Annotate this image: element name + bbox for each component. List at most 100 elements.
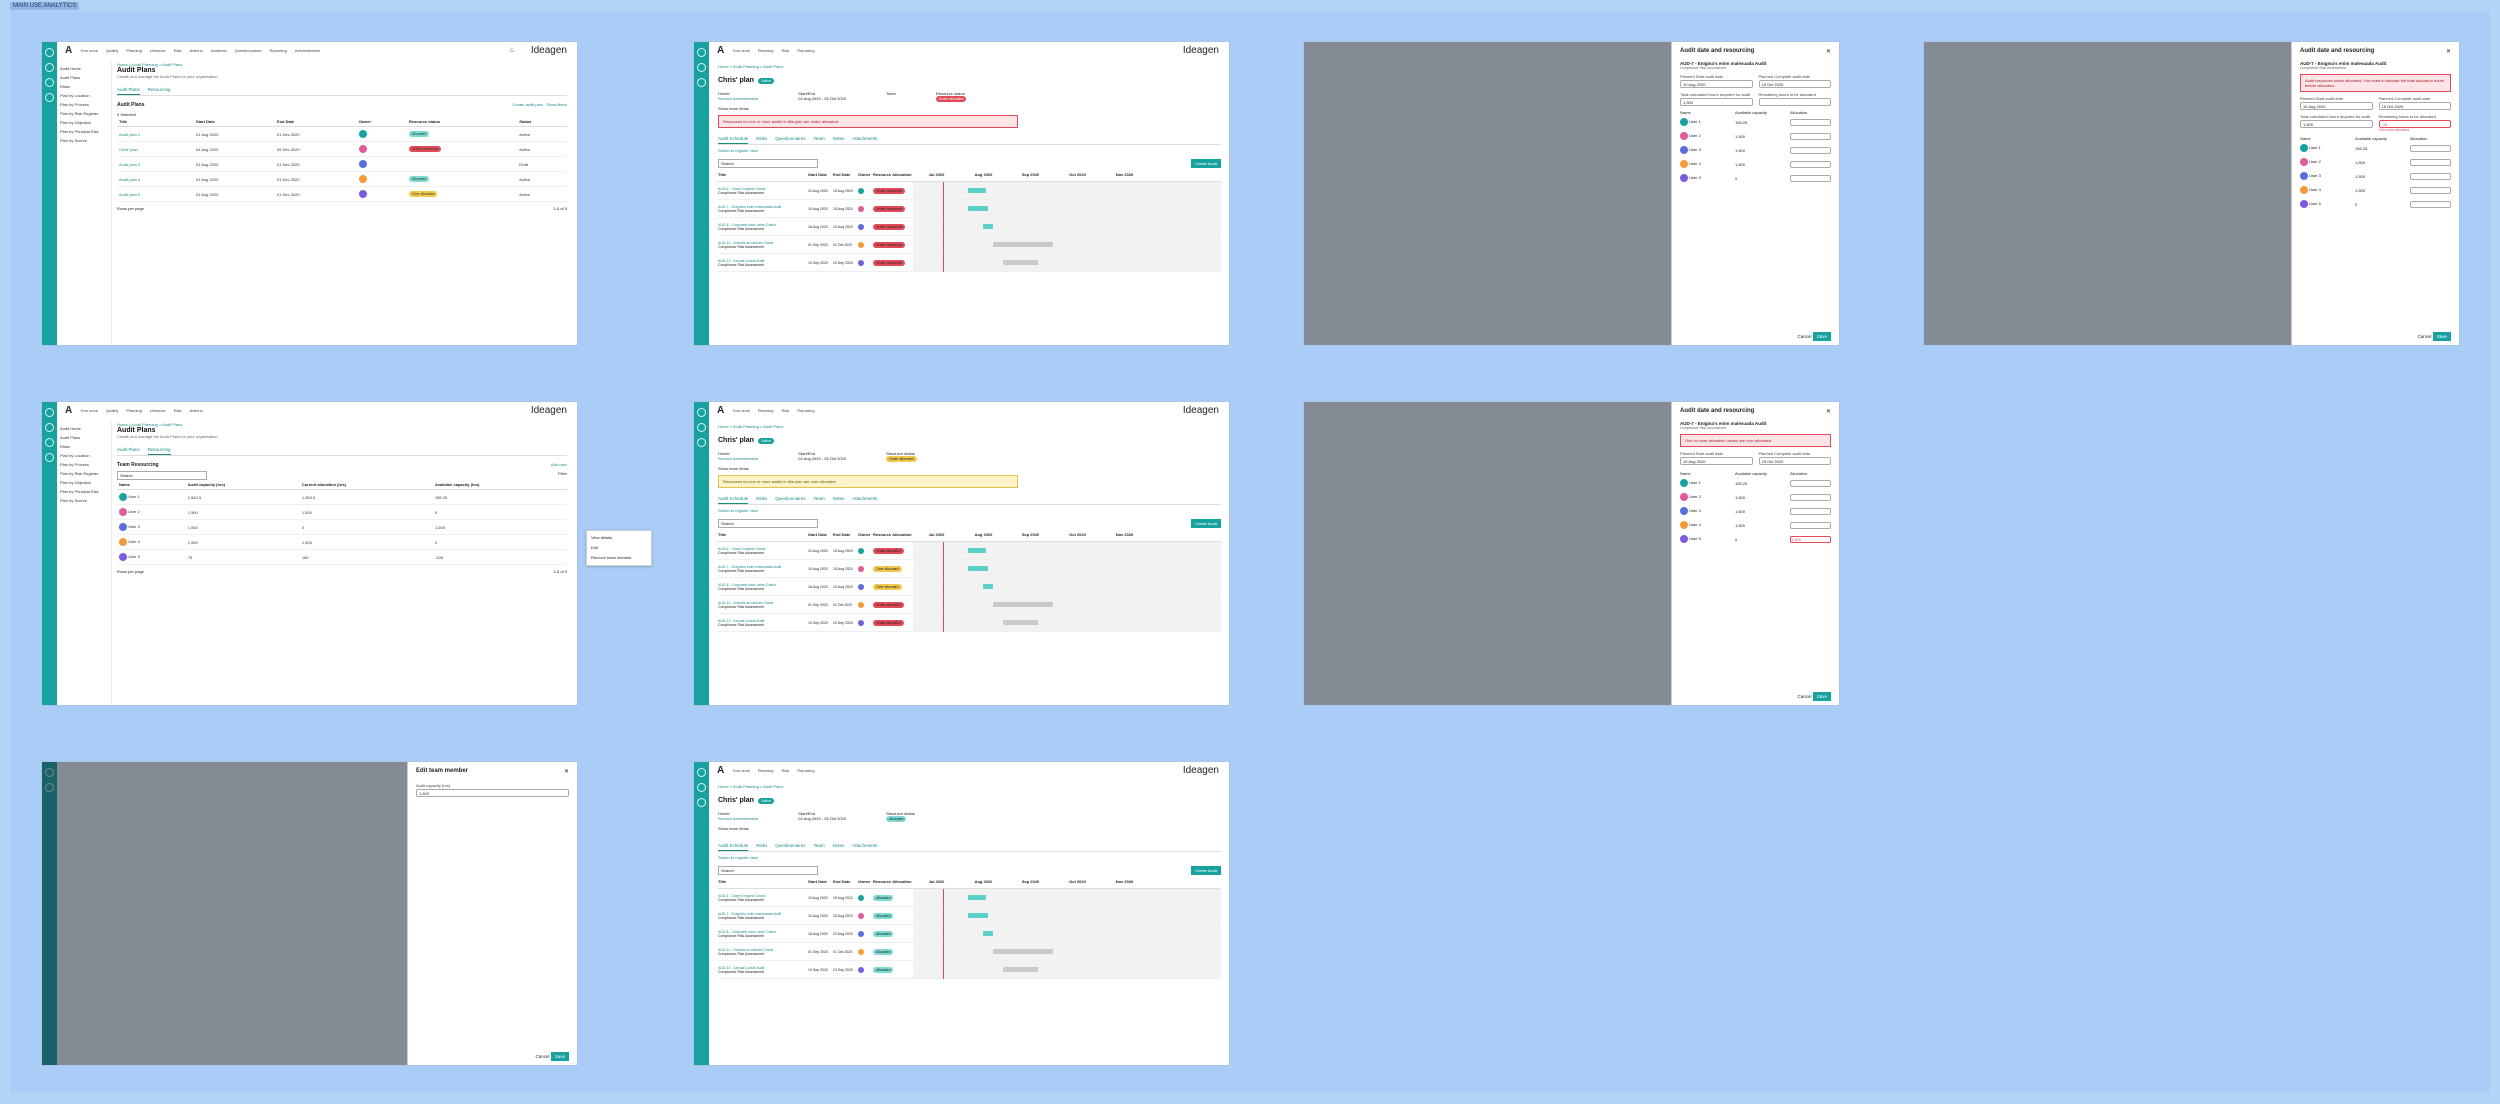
sidebar-item[interactable]: Plan by Location — [60, 453, 90, 458]
tab-questionnaires[interactable]: Questionnaires — [775, 136, 806, 141]
breadcrumb[interactable]: Home > Audit Planning > Audit Plans — [718, 64, 784, 69]
col-header[interactable]: Owner — [858, 532, 871, 537]
nav-planning[interactable]: Planning — [126, 47, 142, 53]
table-row[interactable]: Audit plan 5 01 Aug 2020 01 Dec 2020 Over a… — [117, 186, 567, 202]
audit-title[interactable]: AUD-12 - Annual Luctus Audit Compliance R… — [718, 258, 765, 267]
breadcrumb[interactable]: Home > Audit Planning > Audit Plans — [718, 784, 784, 789]
timeline-bar[interactable] — [983, 584, 993, 589]
tasks-icon[interactable] — [45, 78, 54, 87]
menu-view-details[interactable]: View details — [591, 535, 613, 540]
tab-notes[interactable]: Notes — [832, 496, 845, 501]
tab-audit-plans[interactable]: Audit Plans — [117, 85, 140, 95]
col-status[interactable]: Status — [517, 117, 567, 127]
add-user-button[interactable]: Add user — [550, 462, 567, 467]
audit-row[interactable]: AUD-6 - Clare's Inspect Check Compliance … — [718, 889, 1221, 907]
plan-title-link[interactable]: Chris' plan — [117, 141, 194, 157]
close-icon[interactable]: ✕ — [563, 769, 569, 775]
timeline-bar[interactable] — [993, 949, 1053, 954]
chart-icon[interactable] — [45, 453, 54, 462]
audit-title[interactable]: AUD-8 - Corporate iusto, enim Check Compl… — [718, 222, 776, 231]
nav-your-work[interactable]: Your work — [732, 47, 750, 53]
audit-icon[interactable] — [45, 63, 54, 72]
tasks-icon[interactable] — [45, 438, 54, 447]
col-header[interactable]: Title — [718, 879, 727, 884]
col-header[interactable]: End Date — [833, 532, 851, 537]
app-logo-icon[interactable]: A — [717, 764, 725, 776]
sidebar-item[interactable]: Plan by Objective — [60, 120, 92, 125]
breadcrumb[interactable]: Home > Audit Planning > Audit Plans — [117, 422, 183, 427]
cancel-button[interactable]: Cancel — [1797, 694, 1812, 699]
col-header[interactable]: Start Date — [808, 879, 827, 884]
search-input[interactable]: Search — [718, 159, 818, 168]
switch-view-link[interactable]: Switch to register view — [718, 148, 758, 153]
table-row[interactable]: User 4 1,500 1,500 0 — [117, 534, 567, 550]
save-button[interactable]: Save — [550, 1052, 569, 1061]
tab-notes[interactable]: Notes — [832, 136, 845, 141]
show-more-fields[interactable]: Show more fields — [718, 106, 749, 111]
tab-questionnaires[interactable]: Questionnaires — [775, 496, 806, 501]
sidebar-item[interactable]: Plan by Process — [60, 102, 89, 107]
nav-reporting[interactable]: Reporting — [797, 47, 815, 53]
tab-questionnaires[interactable]: Questionnaires — [775, 843, 806, 848]
bell-icon[interactable]: ♨ — [508, 47, 515, 54]
nav-risk[interactable]: Risk — [781, 47, 790, 53]
col-end[interactable]: End Date — [274, 117, 357, 127]
app-logo-icon[interactable]: A — [65, 44, 73, 56]
allocation-input[interactable] — [1790, 160, 1831, 168]
sidebar-item[interactable]: Plan by Scores — [60, 138, 87, 143]
search-input[interactable]: Search — [718, 519, 818, 528]
search-input[interactable]: Search — [718, 866, 818, 875]
breadcrumb[interactable]: Home > Audit Planning > Audit Plans — [117, 62, 183, 67]
audit-title[interactable]: AUD-7 - Enigma's enim malesuada Audit Com… — [718, 564, 782, 573]
tab-resourcing[interactable]: Resourcing — [147, 87, 171, 92]
timeline-bar[interactable] — [1003, 967, 1038, 972]
audit-title[interactable]: AUD-8 - Corporate iusto, enim Check Compl… — [718, 582, 776, 591]
sidebar-item[interactable]: Audit Home — [60, 426, 81, 431]
nav-reporting[interactable]: Reporting — [797, 407, 815, 413]
tab-audit-schedule[interactable]: Audit Schedule — [718, 134, 749, 144]
table-row[interactable]: Audit plan 4 01 Aug 2020 01 Dec 2020 Alloca… — [117, 171, 567, 187]
home-icon[interactable] — [45, 408, 54, 417]
col-title[interactable]: Title — [117, 117, 194, 127]
save-button[interactable]: Save — [1812, 692, 1831, 701]
allocation-input[interactable] — [1790, 521, 1831, 529]
tab-audit-schedule[interactable]: Audit Schedule — [718, 841, 749, 851]
nav-planning[interactable]: Planning — [757, 767, 774, 773]
table-row[interactable]: User 1 1,543.5 1,363.5 155.25 — [117, 489, 567, 505]
allocation-input[interactable] — [1790, 479, 1831, 487]
nav-planning[interactable]: Planning — [126, 407, 142, 413]
col-header[interactable]: Owner — [858, 172, 871, 177]
audit-row[interactable]: AUD-6 - Clare's Inspect Check Compliance … — [718, 182, 1221, 200]
audit-row[interactable]: AUD-12 - Annual Luctus Audit Compliance R… — [718, 961, 1221, 979]
cancel-button[interactable]: Cancel — [1797, 334, 1812, 339]
sidebar-item[interactable]: Plan by Location — [60, 93, 90, 98]
nav-planning[interactable]: Planning — [757, 47, 774, 53]
sidebar-item[interactable]: Plan by Scores — [60, 498, 87, 503]
timeline-bar[interactable] — [968, 566, 988, 571]
timeline-bar[interactable] — [1003, 620, 1038, 625]
create-audit-button[interactable]: Create Audit — [1190, 159, 1221, 168]
sidebar-item[interactable]: Risks — [60, 444, 70, 449]
sidebar-item[interactable]: Plan by Process — [60, 462, 89, 467]
sidebar-item[interactable]: Audit Plans — [60, 75, 81, 80]
tab-team[interactable]: Team — [813, 136, 825, 141]
tab-resourcing[interactable]: Resourcing — [147, 445, 171, 455]
end-date-input[interactable]: 15 Oct 2020 — [1758, 80, 1831, 88]
table-row[interactable]: Chris' plan 04 Aug 2020 05 Dec 2020 Under r… — [117, 141, 567, 157]
col-header[interactable]: Start Date — [808, 532, 827, 537]
table-row[interactable]: User 5 75 180 -105 — [117, 549, 567, 565]
nav-reporting[interactable]: Reporting — [797, 767, 815, 773]
col-header[interactable]: Resource Allocation — [873, 879, 912, 884]
audit-icon[interactable] — [45, 423, 54, 432]
save-button[interactable]: Save — [1812, 332, 1831, 341]
create-audit-plan-button[interactable]: Create audit plan — [512, 102, 543, 107]
nav-your-work[interactable]: Your work — [80, 407, 98, 413]
timeline-bar[interactable] — [968, 206, 988, 211]
close-icon[interactable]: ✕ — [1825, 49, 1831, 55]
audit-row[interactable]: AUD-11 - Grandis an ultrices Check Compli… — [718, 596, 1221, 614]
show-more-fields[interactable]: Show more fields — [718, 466, 749, 471]
capacity-input[interactable]: 1,543 — [416, 789, 569, 797]
col-header[interactable]: Resource Allocation — [873, 532, 912, 537]
allocation-input[interactable] — [2410, 158, 2451, 166]
timeline-bar[interactable] — [968, 895, 986, 900]
